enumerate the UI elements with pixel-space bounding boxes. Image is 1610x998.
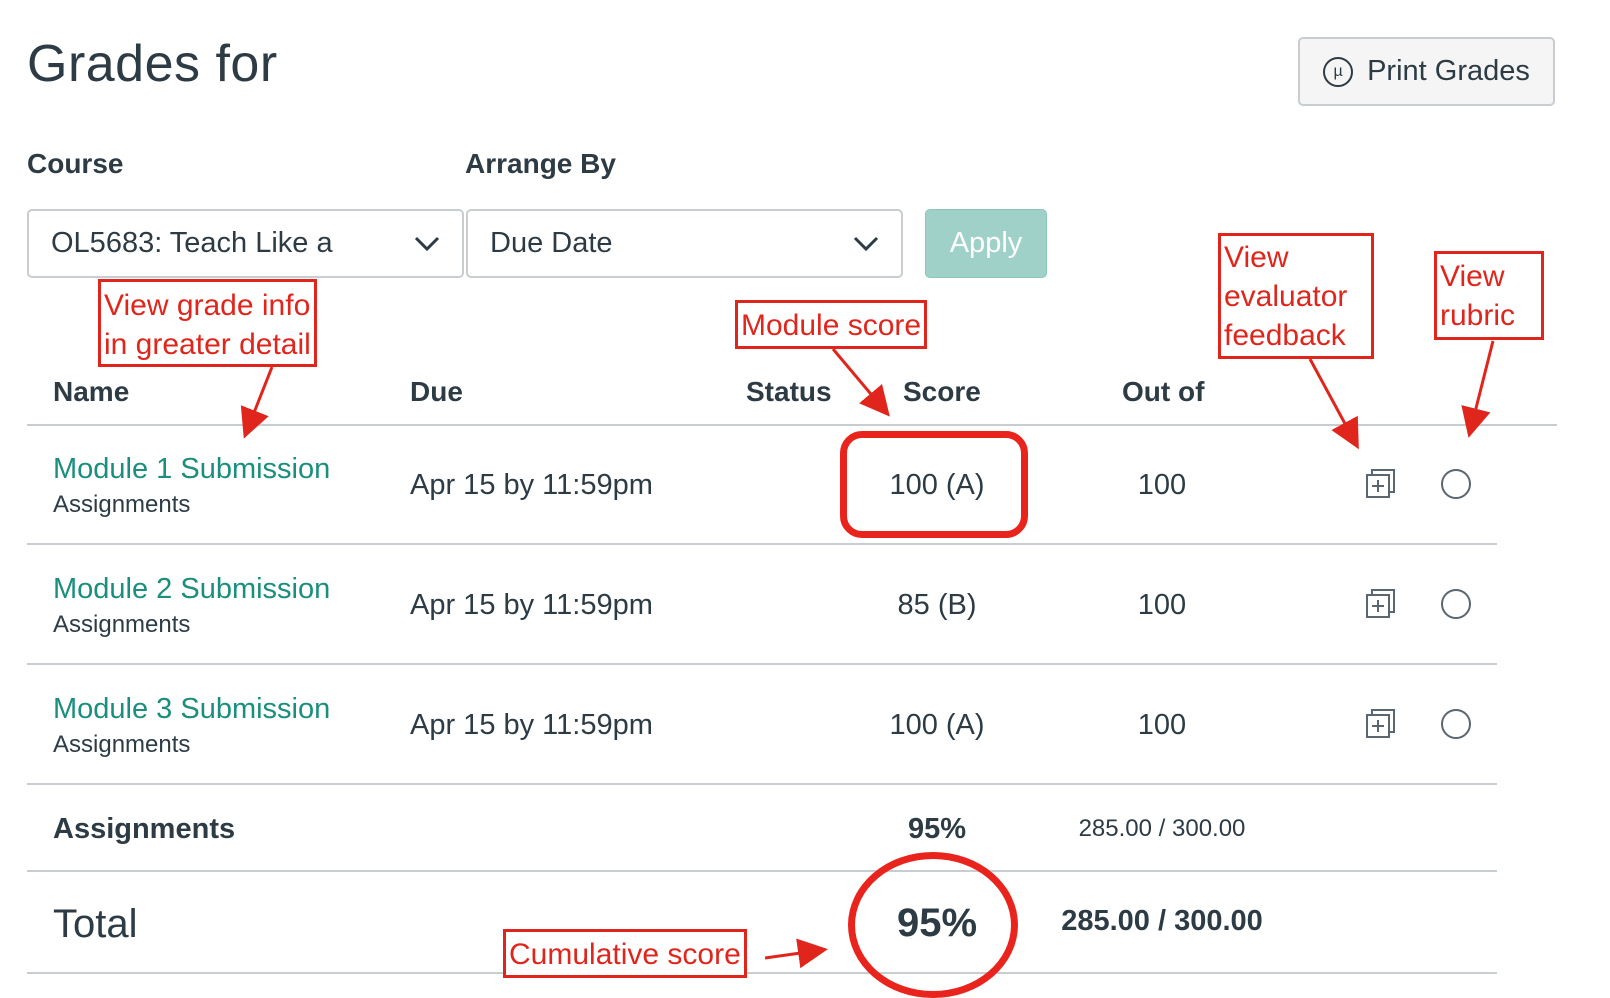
annotation-feedback-line1: View bbox=[1224, 241, 1289, 274]
due-date: Apr 15 by 11:59pm bbox=[410, 469, 653, 501]
annotation-feedback-line3: feedback bbox=[1224, 319, 1346, 352]
annotation-grade-info-line1: View grade info bbox=[104, 289, 311, 322]
rubric-circle-icon[interactable] bbox=[1441, 709, 1471, 739]
group-total-points: 285.00 / 300.00 bbox=[1078, 815, 1246, 842]
arrange-by-select[interactable]: Due Date bbox=[466, 209, 903, 278]
column-header-name[interactable]: Name bbox=[53, 376, 130, 407]
score-highlight-box bbox=[840, 431, 1028, 538]
annotation-cumulative-score: Cumulative score bbox=[503, 929, 747, 978]
row-divider bbox=[27, 783, 1497, 785]
assignment-link[interactable]: Module 1 Submission bbox=[53, 453, 331, 485]
annotation-feedback-line2: evaluator bbox=[1224, 280, 1348, 313]
column-header-out-of[interactable]: Out of bbox=[1122, 376, 1205, 407]
header-divider bbox=[27, 424, 1557, 426]
due-date: Apr 15 by 11:59pm bbox=[410, 589, 653, 621]
table-row: Module 3 Submission Assignments bbox=[53, 695, 330, 757]
assignment-group: Assignments bbox=[53, 731, 191, 758]
table-row: Module 1 Submission Assignments bbox=[53, 455, 330, 517]
feedback-plus-icon[interactable] bbox=[1366, 469, 1396, 499]
total-points: 285.00 / 300.00 bbox=[1061, 905, 1263, 937]
out-of-value: 100 bbox=[1137, 709, 1187, 741]
print-icon: µ bbox=[1323, 56, 1354, 87]
score-value: 85 (B) bbox=[897, 589, 977, 621]
assignment-group: Assignments bbox=[53, 611, 191, 638]
column-header-score[interactable]: Score bbox=[903, 376, 981, 407]
annotation-view-rubric: View rubric bbox=[1434, 251, 1544, 340]
row-divider bbox=[27, 972, 1497, 974]
chevron-down-icon bbox=[853, 236, 879, 251]
row-divider bbox=[27, 870, 1497, 872]
column-header-status[interactable]: Status bbox=[746, 376, 832, 407]
feedback-plus-icon[interactable] bbox=[1366, 589, 1396, 619]
annotation-evaluator-feedback: View evaluator feedback bbox=[1218, 233, 1374, 359]
annotation-grade-info: View grade info in greater detail bbox=[98, 279, 317, 367]
annotation-rubric-line1: View bbox=[1440, 260, 1505, 293]
due-date: Apr 15 by 11:59pm bbox=[410, 709, 653, 741]
total-label: Total bbox=[53, 902, 138, 946]
course-select-value: OL5683: Teach Like a bbox=[51, 227, 333, 259]
assignment-link[interactable]: Module 3 Submission bbox=[53, 693, 331, 725]
column-header-due[interactable]: Due bbox=[410, 376, 463, 407]
page-title: Grades for bbox=[27, 35, 278, 93]
out-of-value: 100 bbox=[1137, 469, 1187, 501]
course-select[interactable]: OL5683: Teach Like a bbox=[27, 209, 464, 278]
annotation-module-score: Module score bbox=[735, 300, 928, 349]
rubric-circle-icon[interactable] bbox=[1441, 589, 1471, 619]
group-total-label: Assignments bbox=[53, 813, 236, 845]
print-grades-button[interactable]: µ Print Grades bbox=[1298, 37, 1555, 106]
row-divider bbox=[27, 543, 1497, 545]
score-value: 100 (A) bbox=[889, 709, 985, 741]
assignment-group: Assignments bbox=[53, 491, 191, 518]
row-divider bbox=[27, 663, 1497, 665]
course-label: Course bbox=[27, 148, 124, 179]
out-of-value: 100 bbox=[1137, 589, 1187, 621]
rubric-circle-icon[interactable] bbox=[1441, 469, 1471, 499]
score-value: 100 (A) bbox=[889, 469, 985, 501]
table-row: Module 2 Submission Assignments bbox=[53, 575, 330, 637]
arrange-by-label: Arrange By bbox=[465, 148, 616, 179]
annotation-rubric-line2: rubric bbox=[1440, 299, 1516, 332]
chevron-down-icon bbox=[414, 236, 440, 251]
print-grades-label: Print Grades bbox=[1367, 55, 1530, 87]
feedback-plus-icon[interactable] bbox=[1366, 709, 1396, 739]
assignment-link[interactable]: Module 2 Submission bbox=[53, 573, 331, 605]
total-score-highlight-circle bbox=[848, 852, 1018, 998]
annotation-grade-info-line2: in greater detail bbox=[104, 328, 311, 361]
apply-button[interactable]: Apply bbox=[925, 209, 1047, 278]
group-total-score: 95% bbox=[907, 813, 967, 845]
arrange-by-select-value: Due Date bbox=[490, 227, 613, 259]
